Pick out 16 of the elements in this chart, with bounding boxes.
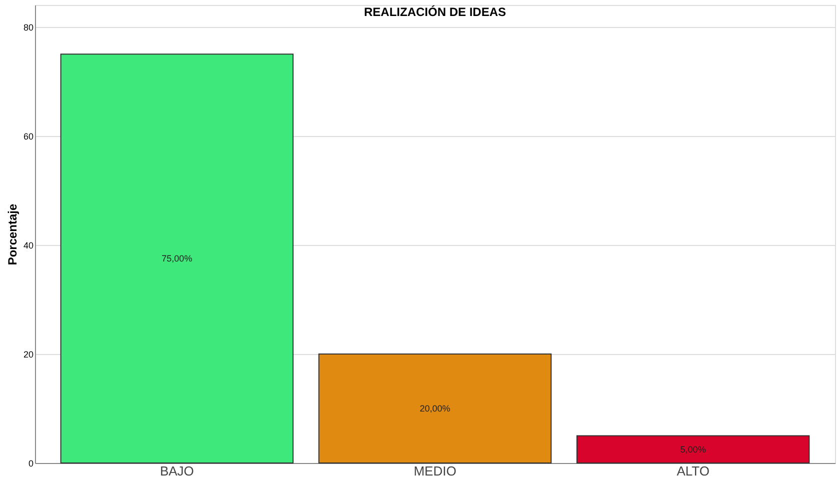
x-tick-label: MEDIO bbox=[414, 464, 456, 478]
chart-title: REALIZACIÓN DE IDEAS bbox=[364, 5, 506, 19]
data-label: 75,00% bbox=[162, 254, 192, 264]
data-label: 5,00% bbox=[680, 444, 706, 454]
bar bbox=[318, 353, 552, 464]
bar bbox=[60, 54, 294, 464]
y-tick-label: 40 bbox=[23, 240, 34, 250]
y-tick-label: 80 bbox=[23, 22, 34, 32]
y-tick-label: 60 bbox=[23, 131, 34, 142]
data-label: 20,00% bbox=[420, 403, 450, 414]
x-tick-label: BAJO bbox=[160, 464, 194, 478]
bar bbox=[576, 435, 810, 464]
x-tick-label: ALTO bbox=[676, 464, 710, 478]
y-tick-label: 0 bbox=[28, 458, 34, 468]
y-tick-label: 20 bbox=[23, 349, 34, 360]
y-axis-title: Porcentaje bbox=[5, 203, 20, 266]
